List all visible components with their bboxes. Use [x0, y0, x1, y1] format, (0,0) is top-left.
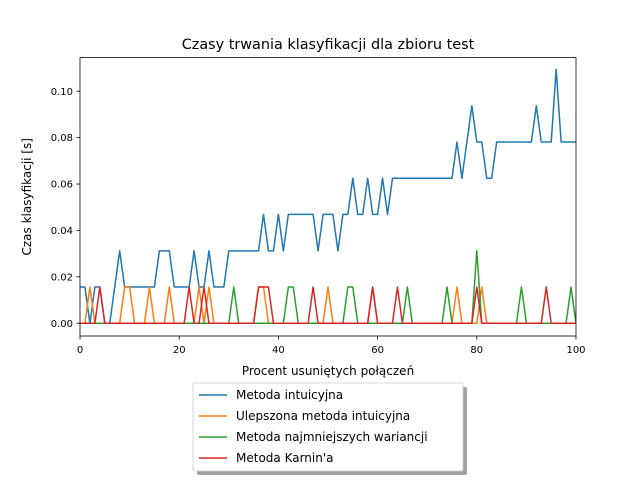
legend-box [192, 382, 464, 472]
y-axis: 0.00 0.02 0.04 0.06 0.08 0.10 [51, 87, 80, 330]
y-tick-label: 0.00 [51, 319, 73, 330]
y-axis-label: Czas klasyfikacji [s] [20, 138, 34, 255]
y-tick-label: 0.08 [51, 133, 73, 144]
x-axis-label: Procent usuniętych połączeń [242, 364, 414, 378]
y-tick-label: 0.02 [51, 272, 73, 283]
y-tick-label: 0.06 [51, 180, 73, 191]
legend-label-3: Metoda najmniejszych wariancji [236, 430, 428, 444]
legend-label-1: Metoda intuicyjna [236, 388, 343, 402]
x-tick-label: 0 [77, 345, 83, 356]
series-line-4 [80, 286, 576, 324]
x-tick-label: 80 [470, 345, 483, 356]
x-tick-label: 40 [272, 345, 285, 356]
legend-label-4: Metoda Karnin'a [236, 451, 334, 465]
plot-frame [79, 57, 577, 337]
x-tick-label: 20 [173, 345, 186, 356]
y-tick-label: 0.04 [51, 226, 73, 237]
y-tick-label: 0.10 [51, 87, 73, 98]
series-line-1 [80, 68, 576, 324]
chart-title: Czasy trwania klasyfikacji dla zbioru te… [182, 37, 475, 53]
x-tick-label: 100 [566, 345, 585, 356]
legend: Metoda intuicyjna Ulepszona metoda intuic… [192, 382, 467, 475]
x-tick-label: 60 [371, 345, 384, 356]
series-line-2 [80, 286, 576, 324]
x-axis: 0 20 40 60 80 100 [77, 336, 586, 356]
series-layer [80, 68, 576, 325]
legend-label-2: Ulepszona metoda intuicyjna [236, 409, 410, 423]
